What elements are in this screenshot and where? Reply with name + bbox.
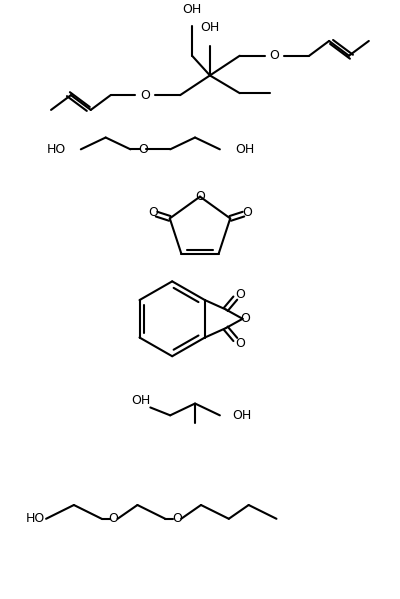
Text: OH: OH bbox=[232, 409, 251, 422]
Text: O: O bbox=[148, 207, 158, 219]
Text: O: O bbox=[140, 89, 150, 102]
Text: OH: OH bbox=[235, 143, 254, 156]
Text: HO: HO bbox=[26, 512, 46, 525]
Text: O: O bbox=[138, 143, 148, 156]
Text: OH: OH bbox=[131, 394, 150, 407]
Text: HO: HO bbox=[47, 143, 66, 156]
Text: OH: OH bbox=[200, 21, 220, 34]
Text: O: O bbox=[109, 512, 118, 525]
Text: O: O bbox=[236, 288, 246, 301]
Text: O: O bbox=[241, 312, 250, 325]
Text: O: O bbox=[270, 49, 280, 62]
Text: O: O bbox=[195, 190, 205, 203]
Text: OH: OH bbox=[182, 4, 202, 16]
Text: O: O bbox=[172, 512, 182, 525]
Text: O: O bbox=[242, 207, 252, 219]
Text: O: O bbox=[236, 337, 246, 350]
